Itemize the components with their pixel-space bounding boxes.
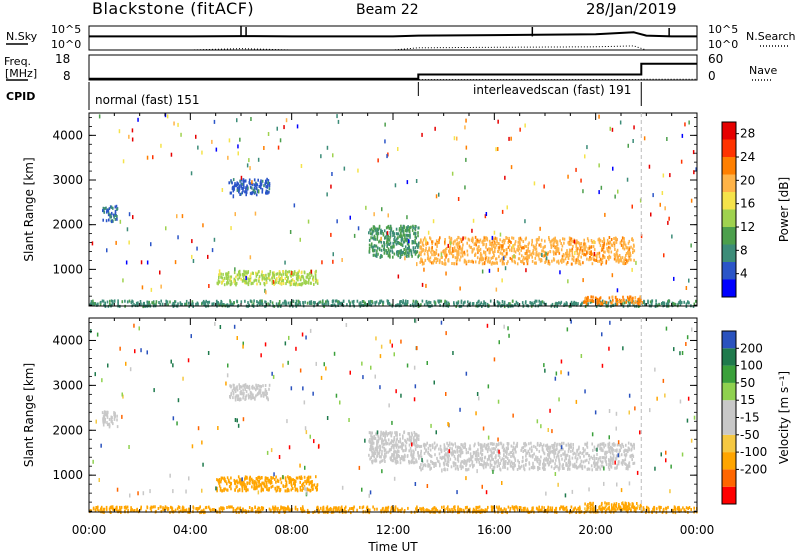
colorbar-1-band-1 (722, 262, 736, 280)
panel-2-ytick-label-3000: 3000 (52, 378, 83, 392)
colorbar-1-tick-5: 24 (740, 150, 755, 164)
panel-1-ytick-label-2000: 2000 (52, 218, 83, 232)
freq-panel-frame (88, 54, 698, 81)
colorbar-1-band-2 (722, 244, 736, 262)
colorbar-2-tick-2: 50 (740, 376, 755, 390)
nsky-panel-frame (88, 25, 698, 51)
freq-tick-high: 18 (55, 52, 70, 66)
date-title: 28/Jan/2019 (586, 0, 677, 18)
colorbar-1-band-9 (722, 122, 736, 140)
freq-tick-low: 8 (63, 69, 71, 83)
xtick-label-3: 12:00 (376, 523, 411, 537)
colorbar-2-band-4 (722, 417, 736, 435)
nave-tick-low: 0 (708, 69, 716, 83)
panel-2-bg (89, 318, 697, 512)
colorbar-1-band-0 (722, 279, 736, 297)
panel-1-ytick-label-4000: 4000 (52, 128, 83, 142)
panel-2-ytick-label-1000: 1000 (52, 468, 83, 482)
velocity-region-2 (229, 383, 271, 402)
cpid-label: CPID (6, 90, 36, 103)
power-region-2 (228, 177, 271, 197)
colorbar-1-tick-0: 4 (740, 267, 748, 281)
colorbar-2-band-3 (722, 434, 736, 453)
colorbar-2-tick-1: 100 (740, 359, 763, 373)
panel-1-ytick-label-3000: 3000 (52, 173, 83, 187)
colorbar-2-tick-6: -100 (740, 445, 767, 459)
colorbar-2-band-6 (722, 382, 736, 401)
xtick-label-6: 00:00 (680, 523, 715, 537)
velocity-region-4 (368, 430, 420, 465)
colorbar-2-label: Velocity [m s⁻¹] (777, 371, 791, 464)
power-region-1 (102, 204, 119, 224)
panel-1-bg (89, 113, 697, 306)
xtick-label-5: 20:00 (578, 523, 613, 537)
colorbar-1-frame (721, 121, 737, 298)
colorbar-1-band-4 (722, 209, 736, 227)
freq-series-line (89, 62, 697, 80)
nave-tick-high: 60 (708, 52, 723, 66)
colorbar-1-tick-2: 12 (740, 220, 755, 234)
colorbar-2-band-9 (722, 331, 736, 349)
colorbar-1-tick-4: 20 (740, 173, 755, 187)
nsearch-tick-low: 10^0 (708, 38, 738, 51)
colorbar-1-tick-1: 8 (740, 243, 748, 257)
velocity-region-3 (216, 475, 319, 493)
colorbar-1-tick-3: 16 (740, 197, 755, 211)
xtick-label-0: 00:00 (72, 523, 107, 537)
colorbar-2-band-2 (722, 452, 736, 470)
nave-label: Nave (749, 64, 778, 77)
colorbar-2-tick-7: -200 (740, 462, 767, 476)
panel-2-ytick-label-4000: 4000 (52, 333, 83, 347)
power-region-3 (216, 269, 319, 287)
nsearch-tick-high: 10^5 (708, 23, 738, 36)
xtick-label-2: 08:00 (274, 523, 309, 537)
nsearch-series-line (89, 45, 697, 51)
panel-2-ylabel: Slant Range [km] (22, 363, 36, 467)
colorbar-1-band-3 (722, 227, 736, 245)
velocity-region-6 (584, 501, 642, 512)
colorbar-2-tick-0: 200 (740, 341, 763, 355)
velocity-region-1 (101, 410, 119, 429)
panel-1-ylabel: Slant Range [km] (22, 157, 36, 261)
colorbar-2-tick-5: -50 (740, 428, 760, 442)
cpid-segment-2: interleavedscan (fast) 191 (473, 83, 632, 97)
nsky-label: N.Sky (6, 30, 38, 43)
colorbar-1-band-7 (722, 157, 736, 175)
cpid-segment-1: normal (fast) 151 (95, 93, 200, 107)
xtick-label-1: 04:00 (173, 523, 208, 537)
nsky-series-line (89, 31, 697, 38)
colorbar-2-band-8 (722, 348, 736, 366)
colorbar-2-band-7 (722, 365, 736, 383)
station-title: Blackstone (fitACF) (92, 0, 255, 18)
colorbar-1-band-6 (722, 174, 736, 192)
colorbar-2-tick-4: -15 (740, 411, 760, 425)
beam-title: Beam 22 (356, 2, 419, 18)
panel-1-ytick-label-1000: 1000 (52, 262, 83, 276)
nsky-tick-low: 10^0 (51, 38, 81, 51)
freq-label: Freq. (4, 55, 32, 68)
power-region-4 (368, 224, 420, 259)
nsky-tick-high: 10^5 (51, 23, 81, 36)
colorbar-1-band-8 (722, 139, 736, 157)
power-region-5 (418, 235, 636, 266)
colorbar-1-band-5 (722, 192, 736, 210)
panel-2-ytick-label-2000: 2000 (52, 423, 83, 437)
velocity-noise-points (90, 318, 696, 498)
power-region-6 (583, 295, 643, 306)
freq-unit-label: [MHz] (5, 67, 38, 80)
colorbar-2-band-5 (722, 400, 736, 418)
x-axis-label: Time UT (367, 540, 418, 554)
colorbar-2-tick-3: 15 (740, 393, 755, 407)
nsearch-label: N.Search (746, 30, 796, 43)
colorbar-2-band-1 (722, 469, 736, 487)
colorbar-1-tick-6: 28 (740, 127, 755, 141)
xtick-label-4: 16:00 (477, 523, 512, 537)
colorbar-2-band-0 (722, 486, 736, 504)
colorbar-1-label: Power [dB] (777, 177, 791, 242)
power-noise-points (91, 113, 697, 295)
